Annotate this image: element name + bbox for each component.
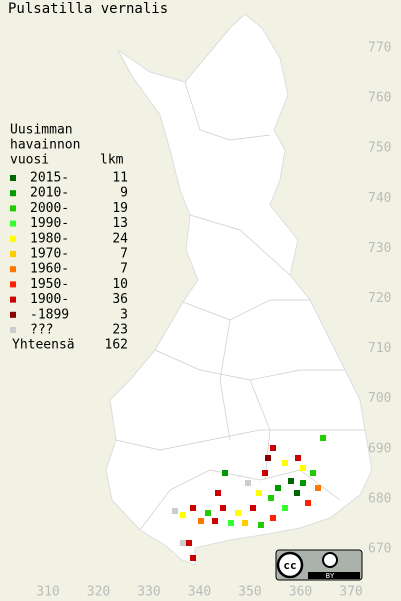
y-axis-label: 750: [368, 141, 391, 156]
y-axis-label: 700: [368, 391, 391, 406]
legend-label: 1950-: [30, 277, 69, 292]
y-axis-label: 770: [368, 41, 391, 56]
legend-count-heading: lkm: [100, 153, 124, 168]
x-axis-label: 370: [339, 585, 362, 600]
cc-icon: [276, 551, 304, 579]
legend-count: 13: [112, 216, 128, 231]
legend-count: 7: [120, 262, 128, 277]
x-axis-label: 330: [137, 585, 160, 600]
legend-heading: vuosi: [10, 153, 49, 168]
y-axis-label: 720: [368, 291, 391, 306]
legend-label: 2000-: [30, 201, 69, 216]
by-icon: [322, 552, 338, 568]
legend-count: 36: [112, 292, 128, 307]
total-label: Yhteensä: [12, 338, 75, 353]
y-axis-label: 740: [368, 191, 391, 206]
legend-swatch: [10, 311, 16, 318]
x-axis-label: 310: [36, 585, 59, 600]
axes: 310 320 330 340 350 360 3707707607507407307207…: [36, 41, 391, 600]
cc-text: cc: [283, 559, 296, 572]
legend-swatch: [10, 205, 16, 212]
legend-label: ???: [30, 323, 53, 338]
y-axis-label: 730: [368, 241, 391, 256]
legend-label: 1960-: [30, 262, 69, 277]
country-outline: [105, 13, 373, 566]
observation-squares: [172, 435, 326, 561]
x-axis-label: 320: [87, 585, 110, 600]
legend-count: 7: [120, 247, 128, 262]
x-axis-label: 350: [238, 585, 261, 600]
y-axis-label: 680: [368, 491, 391, 506]
legend-label: -1899: [30, 307, 69, 322]
legend-swatch: [10, 281, 16, 288]
legend-count: 10: [112, 277, 128, 292]
legend-count: 24: [112, 231, 128, 246]
legend-count: 19: [112, 201, 128, 216]
x-axis-label: 340: [188, 585, 211, 600]
legend-label: 1900-: [30, 292, 69, 307]
x-axis-label: 360: [289, 585, 312, 600]
legend-swatch: [10, 327, 16, 333]
by-text: BY: [326, 572, 335, 580]
legend-label: 1980-: [30, 231, 69, 246]
legend-count: 9: [120, 186, 128, 201]
legend-count: 23: [112, 323, 128, 338]
y-axis-label: 710: [368, 341, 391, 356]
y-axis-label: 690: [368, 441, 391, 456]
legend-swatch: [10, 175, 16, 181]
total-count: 162: [105, 338, 128, 353]
legend-heading: Uusimman: [10, 123, 73, 138]
badge-strip: [308, 572, 360, 579]
legend-heading: havainnon: [10, 138, 80, 153]
region-borders: [115, 81, 365, 531]
y-axis-label: 760: [368, 91, 391, 106]
legend-swatch: [10, 296, 16, 303]
title: Pulsatilla vernalis: [8, 1, 168, 17]
legend-swatch: [10, 251, 16, 257]
license-badge: cc BY: [275, 549, 363, 581]
legend-label: 1990-: [30, 216, 69, 231]
legend-swatch: [10, 190, 16, 197]
legend-count: 11: [112, 171, 128, 186]
y-axis-label: 670: [368, 542, 391, 557]
legend-label: 1970-: [30, 247, 69, 262]
legend-swatch: [10, 220, 16, 227]
legend-count: 3: [120, 307, 128, 322]
legend-swatch: [10, 235, 16, 242]
legend-label: 2010-: [30, 186, 69, 201]
legend-swatch: [10, 266, 16, 273]
legend-label: 2015-: [30, 171, 69, 186]
